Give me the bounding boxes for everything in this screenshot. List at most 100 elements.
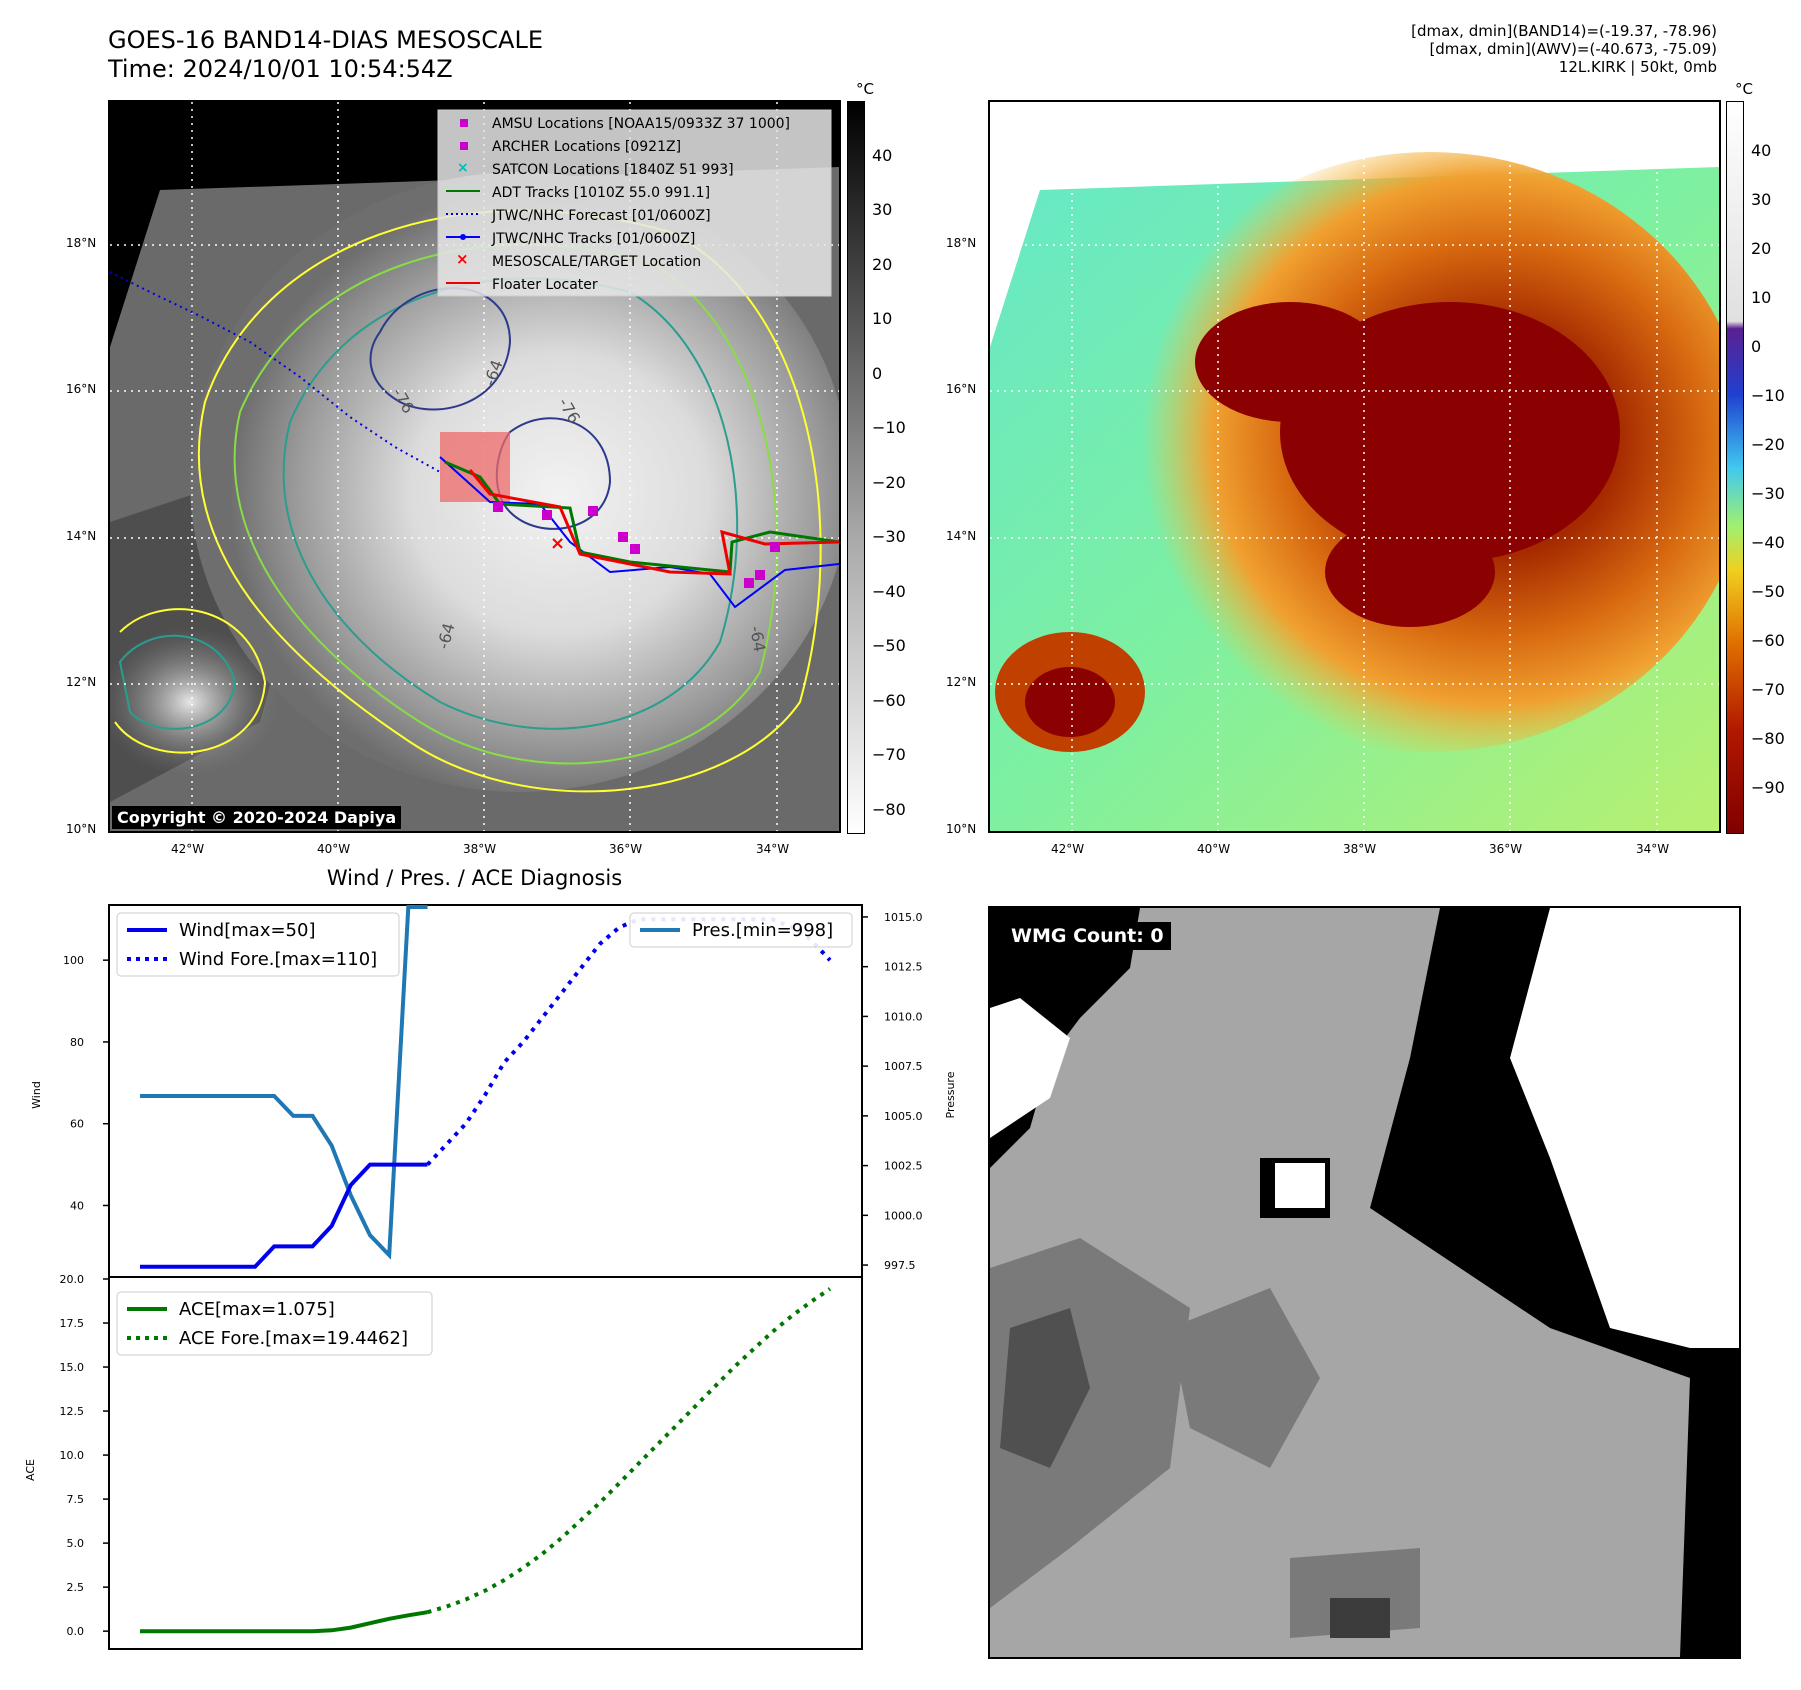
cold-cloud-top-south [1325, 517, 1495, 627]
y-tick-label: 1007.5 [884, 1060, 923, 1073]
wmg-dark-south [1330, 1598, 1390, 1638]
ace-fore-legend-label: ACE Fore.[max=19.4462] [179, 1328, 408, 1349]
archer-legend-icon [460, 142, 468, 150]
target-legend-icon: × [456, 250, 469, 268]
lon-label-40: 40°W [317, 842, 351, 856]
wmg-white-eye [1275, 1163, 1325, 1208]
contour-label-5: -64 [746, 624, 769, 653]
lat-label-10-right: 10°N [946, 822, 977, 836]
y-tick-label: 1000.0 [884, 1209, 923, 1222]
western-convection-core [1025, 667, 1115, 737]
color-tick-m70: −70 [1751, 680, 1785, 699]
color-tick-10: 10 [1751, 288, 1772, 307]
y-tick-label: 10.0 [60, 1449, 85, 1462]
info-line-2: [dmax, dmin](AWV)=(-40.673, -75.09) [1429, 40, 1717, 58]
gray-tick-10: 10 [872, 309, 893, 328]
info-line-3: 12L.KIRK | 50kt, 0mb [1558, 58, 1717, 76]
wmg-canvas [990, 908, 1739, 1657]
legend-amsu: AMSU Locations [NOAA15/0933Z 37 1000] [492, 116, 790, 132]
lon-label-38: 38°W [463, 842, 497, 856]
legend-forecast: JTWC/NHC Forecast [01/0600Z] [491, 208, 711, 224]
y-tick-label: 2.5 [67, 1581, 85, 1594]
wind-fore-legend-label: Wind Fore.[max=110] [179, 949, 377, 970]
y-tick-label: 1002.5 [884, 1160, 923, 1173]
ace-lines [140, 1287, 832, 1634]
lat-label-14-right: 14°N [946, 529, 977, 543]
legend-satcon: SATCON Locations [1840Z 51 993] [492, 162, 734, 178]
color-tick-m40: −40 [1751, 533, 1785, 552]
pressure-legend: Pres.[min=998] [629, 912, 853, 948]
pressure-line [140, 905, 428, 1260]
y-tick-label: 7.5 [67, 1493, 85, 1506]
y-tick-label: 15.0 [60, 1361, 85, 1374]
western-convection [110, 627, 280, 777]
cold-cloud-top-center [1280, 302, 1620, 562]
gray-tick-0: 0 [872, 364, 883, 383]
wind-y-ticks: 40 60 80 100 [63, 954, 109, 1212]
title-line-1: GOES-16 BAND14-DIAS MESOSCALE [108, 26, 544, 54]
color-tick-m30: −30 [1751, 484, 1785, 503]
gray-tick-m20: −20 [872, 473, 906, 492]
figure-title: GOES-16 BAND14-DIAS MESOSCALE Time: 2024… [108, 26, 543, 84]
wmg-white-east [1510, 908, 1739, 1348]
gray-colorbar-unit: °C [856, 80, 874, 98]
color-colorbar [1726, 101, 1744, 834]
gray-tick-30: 30 [872, 200, 893, 219]
lat-label-12-right: 12°N [946, 675, 977, 689]
gray-tick-m30: −30 [872, 527, 906, 546]
wmg-white-nw [990, 998, 1070, 1138]
diagnosis-chart: 40 60 80 100 997.5 1000.0 1002.5 1005.0 1007.5 1… [24, 904, 957, 1650]
pressure-legend-label: Pres.[min=998] [692, 920, 833, 941]
grayscale-ir-canvas: -76 -64 -76 -64 -64 × × [110, 102, 839, 831]
gray-tick-m40: −40 [872, 582, 906, 601]
cloud-shield [190, 172, 839, 792]
lat-label-16-right: 16°N [946, 382, 977, 396]
amsu-markers [493, 502, 780, 588]
wind-legend-label: Wind[max=50] [179, 920, 316, 941]
color-tick-40: 40 [1751, 141, 1772, 160]
wind-line [140, 1162, 428, 1269]
wmg-gray-center [1170, 1288, 1320, 1468]
legend-adt: ADT Tracks [1010Z 55.0 991.1] [492, 185, 710, 201]
ace-forecast-line [426, 1287, 832, 1615]
color-graticule [990, 102, 1719, 831]
y-tick-label: 1010.0 [884, 1010, 923, 1023]
lon-label-40-right: 40°W [1197, 842, 1231, 856]
y-tick-label: 40 [70, 1199, 84, 1212]
color-tick-m60: −60 [1751, 631, 1785, 650]
color-tick-0: 0 [1751, 337, 1762, 356]
info-line-1: [dmax, dmin](BAND14)=(-19.37, -78.96) [1411, 22, 1717, 40]
color-tick-m50: −50 [1751, 582, 1785, 601]
ace-axes: 0.0 2.5 5.0 7.5 10.0 12.5 15.0 17.5 20.0 ACE ACE… [24, 1273, 863, 1650]
lon-label-34: 34°W [756, 842, 790, 856]
floater-track [468, 469, 839, 576]
lon-label-36: 36°W [609, 842, 643, 856]
wmg-dark-sw [1000, 1308, 1090, 1468]
legend-target: MESOSCALE/TARGET Location [492, 254, 701, 270]
grayscale-ir-map: -76 -64 -76 -64 -64 × × [108, 100, 841, 833]
ace-y-ticks: 0.0 2.5 5.0 7.5 10.0 12.5 15.0 17.5 20.0 [60, 1273, 109, 1638]
lon-label-36-right: 36°W [1489, 842, 1523, 856]
lat-label-14: 14°N [66, 529, 97, 543]
copyright-notice: Copyright © 2020-2024 Dapiya [112, 806, 402, 829]
y-tick-label: 60 [70, 1118, 84, 1131]
ace-line [140, 1610, 428, 1634]
title-line-2: Time: 2024/10/01 10:54:54Z [108, 55, 453, 83]
color-tick-m20: −20 [1751, 435, 1785, 454]
color-colorbar-unit: °C [1735, 80, 1753, 98]
lat-label-16: 16°N [66, 382, 97, 396]
lon-label-42-right: 42°W [1051, 842, 1085, 856]
legend-floater: Floater Locater [492, 277, 598, 293]
forecast-track [110, 271, 441, 473]
lat-label-18-right: 18°N [946, 236, 977, 250]
y-tick-label: 0.0 [67, 1625, 85, 1638]
ace-ylabel: ACE [24, 1459, 37, 1481]
diagnosis-title: Wind / Pres. / ACE Diagnosis [326, 866, 623, 890]
legend-jtwc: JTWC/NHC Tracks [01/0600Z] [491, 231, 695, 247]
y-tick-label: 1005.0 [884, 1110, 923, 1123]
satcon-legend-icon: × [457, 160, 469, 176]
y-tick-label: 1012.5 [884, 961, 923, 974]
wind-ylabel: Wind [30, 1081, 43, 1109]
lat-label-18: 18°N [66, 236, 97, 250]
y-tick-label: 20.0 [60, 1273, 85, 1286]
